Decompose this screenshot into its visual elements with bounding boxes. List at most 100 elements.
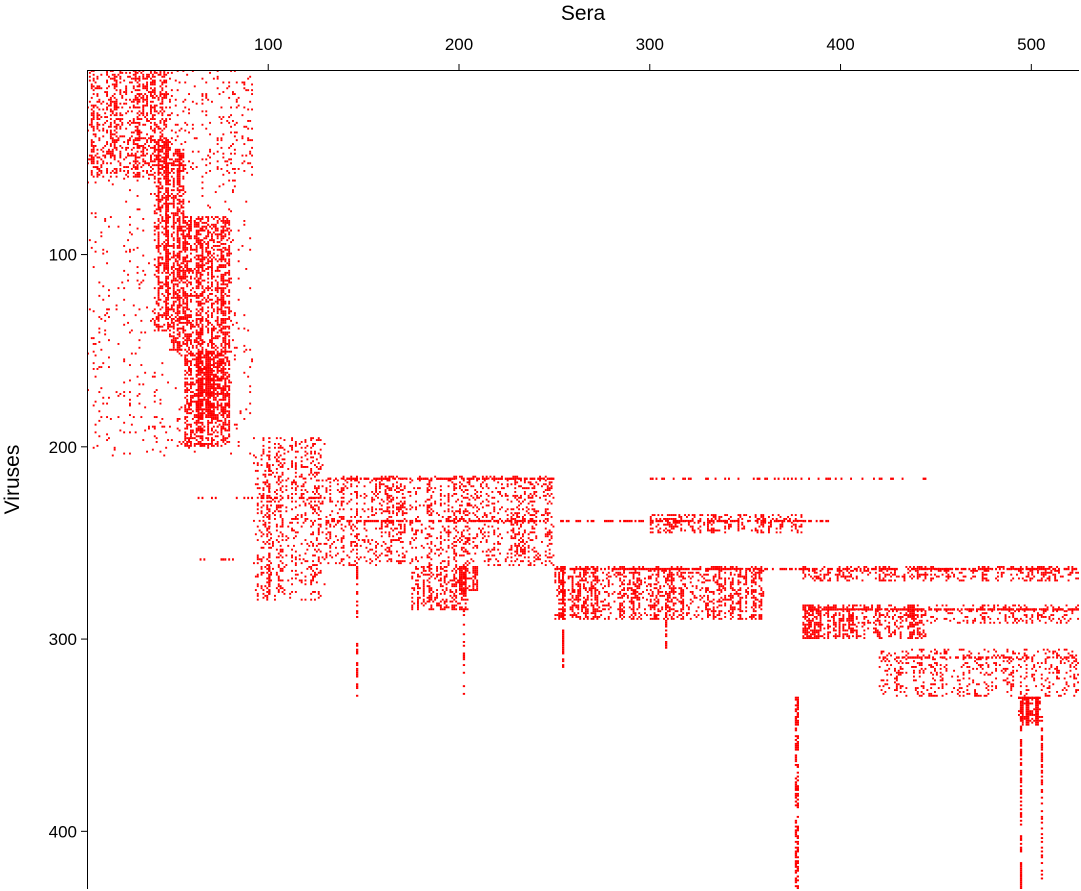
heatmap-cell — [153, 233, 156, 236]
heatmap-cell — [294, 489, 297, 492]
heatmap-cell — [98, 139, 101, 142]
heatmap-cell — [279, 567, 282, 570]
heatmap-cell — [283, 452, 286, 455]
heatmap-cell — [184, 360, 187, 363]
heatmap-cell — [352, 548, 355, 551]
heatmap-cell — [369, 548, 372, 551]
heatmap-cell — [146, 118, 149, 121]
heatmap-cell — [398, 531, 400, 534]
heatmap-cell — [151, 152, 154, 155]
heatmap-cell — [294, 462, 297, 465]
heatmap-cell — [157, 160, 160, 163]
heatmap-cell — [111, 73, 114, 76]
heatmap-cell — [314, 500, 316, 503]
heatmap-cell — [176, 341, 179, 344]
heatmap-cell — [310, 598, 313, 601]
heatmap-cell — [211, 306, 213, 309]
heatmap-cell — [201, 360, 204, 363]
heatmap-cell — [176, 154, 179, 157]
heatmap-cell — [342, 518, 345, 520]
heatmap-cell — [224, 341, 227, 344]
heatmap-cell — [207, 446, 210, 449]
heatmap-cell — [224, 233, 227, 236]
heatmap-cell — [134, 106, 137, 109]
heatmap-cell — [251, 108, 254, 111]
heatmap-cell — [384, 554, 387, 557]
heatmap-cell — [294, 500, 297, 503]
heatmap-cell — [319, 571, 322, 574]
heatmap-cell — [195, 329, 198, 332]
heatmap-cell — [193, 400, 196, 403]
heatmap-cell — [186, 216, 189, 219]
heatmap-cell — [224, 235, 227, 238]
heatmap-cell — [98, 98, 101, 101]
heatmap-cell — [151, 310, 154, 313]
heatmap-cell — [102, 135, 105, 138]
heatmap-cell — [172, 218, 175, 220]
heatmap-cell — [134, 75, 137, 78]
heatmap-cell — [199, 281, 202, 284]
heatmap-cell — [190, 360, 192, 363]
heatmap-cell — [291, 487, 294, 490]
heatmap-cell — [167, 141, 170, 144]
heatmap-cell — [195, 321, 198, 324]
heatmap-cell — [165, 216, 168, 219]
heatmap-cell — [350, 493, 353, 495]
heatmap-cell — [241, 81, 244, 84]
heatmap-cell — [216, 139, 219, 142]
heatmap-cell — [106, 87, 109, 90]
heatmap-cell — [214, 435, 217, 438]
heatmap-cell — [207, 444, 210, 447]
heatmap-cell — [209, 239, 212, 242]
heatmap-cell — [205, 398, 208, 401]
heatmap-cell — [159, 106, 162, 109]
heatmap-cell — [380, 477, 383, 480]
heatmap-cell — [258, 529, 261, 532]
heatmap-cell — [130, 100, 133, 103]
heatmap-cell — [218, 383, 221, 386]
heatmap-cell — [140, 112, 143, 115]
heatmap-cell — [170, 279, 173, 282]
heatmap-cell — [193, 421, 196, 424]
heatmap-cell — [235, 321, 238, 324]
heatmap-cell — [317, 518, 320, 520]
heatmap-cell — [224, 410, 227, 413]
heatmap-cell — [138, 145, 141, 147]
heatmap-cell — [230, 252, 233, 255]
heatmap-cell — [106, 141, 109, 144]
heatmap-cell — [342, 487, 345, 490]
heatmap-cell — [283, 439, 286, 442]
heatmap-cell — [165, 221, 168, 224]
heatmap-cell — [386, 502, 389, 505]
heatmap-cell — [146, 87, 149, 90]
heatmap-cell — [167, 231, 170, 234]
heatmap-cell — [314, 575, 316, 578]
heatmap-cell — [212, 302, 215, 305]
heatmap-cell — [228, 252, 231, 255]
heatmap-cell — [216, 235, 219, 238]
heatmap-cell — [211, 443, 213, 445]
heatmap-cell — [159, 262, 162, 265]
heatmap-cell — [195, 362, 198, 365]
heatmap-cell — [102, 150, 105, 153]
heatmap-cell — [150, 160, 152, 163]
heatmap-cell — [201, 431, 204, 434]
heatmap-cell — [224, 287, 227, 290]
heatmap-cell — [314, 564, 316, 567]
heatmap-cell — [193, 358, 196, 361]
heatmap-cell — [216, 352, 219, 355]
heatmap-cell — [224, 387, 227, 390]
heatmap-cell — [398, 508, 400, 511]
heatmap-cell — [201, 325, 204, 328]
heatmap-cell — [205, 364, 208, 367]
heatmap-cell — [144, 104, 147, 107]
heatmap-cell — [329, 531, 332, 534]
heatmap-cell — [193, 243, 196, 245]
heatmap-cell — [138, 133, 141, 136]
heatmap-cell — [109, 129, 112, 132]
heatmap-cell — [184, 362, 187, 365]
heatmap-cell — [106, 73, 109, 76]
heatmap-cell — [195, 360, 198, 363]
heatmap-cell — [163, 73, 166, 76]
heatmap-cell — [136, 227, 139, 230]
